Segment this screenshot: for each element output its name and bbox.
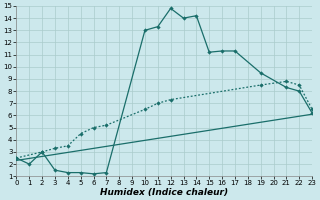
X-axis label: Humidex (Indice chaleur): Humidex (Indice chaleur) [100, 188, 228, 197]
